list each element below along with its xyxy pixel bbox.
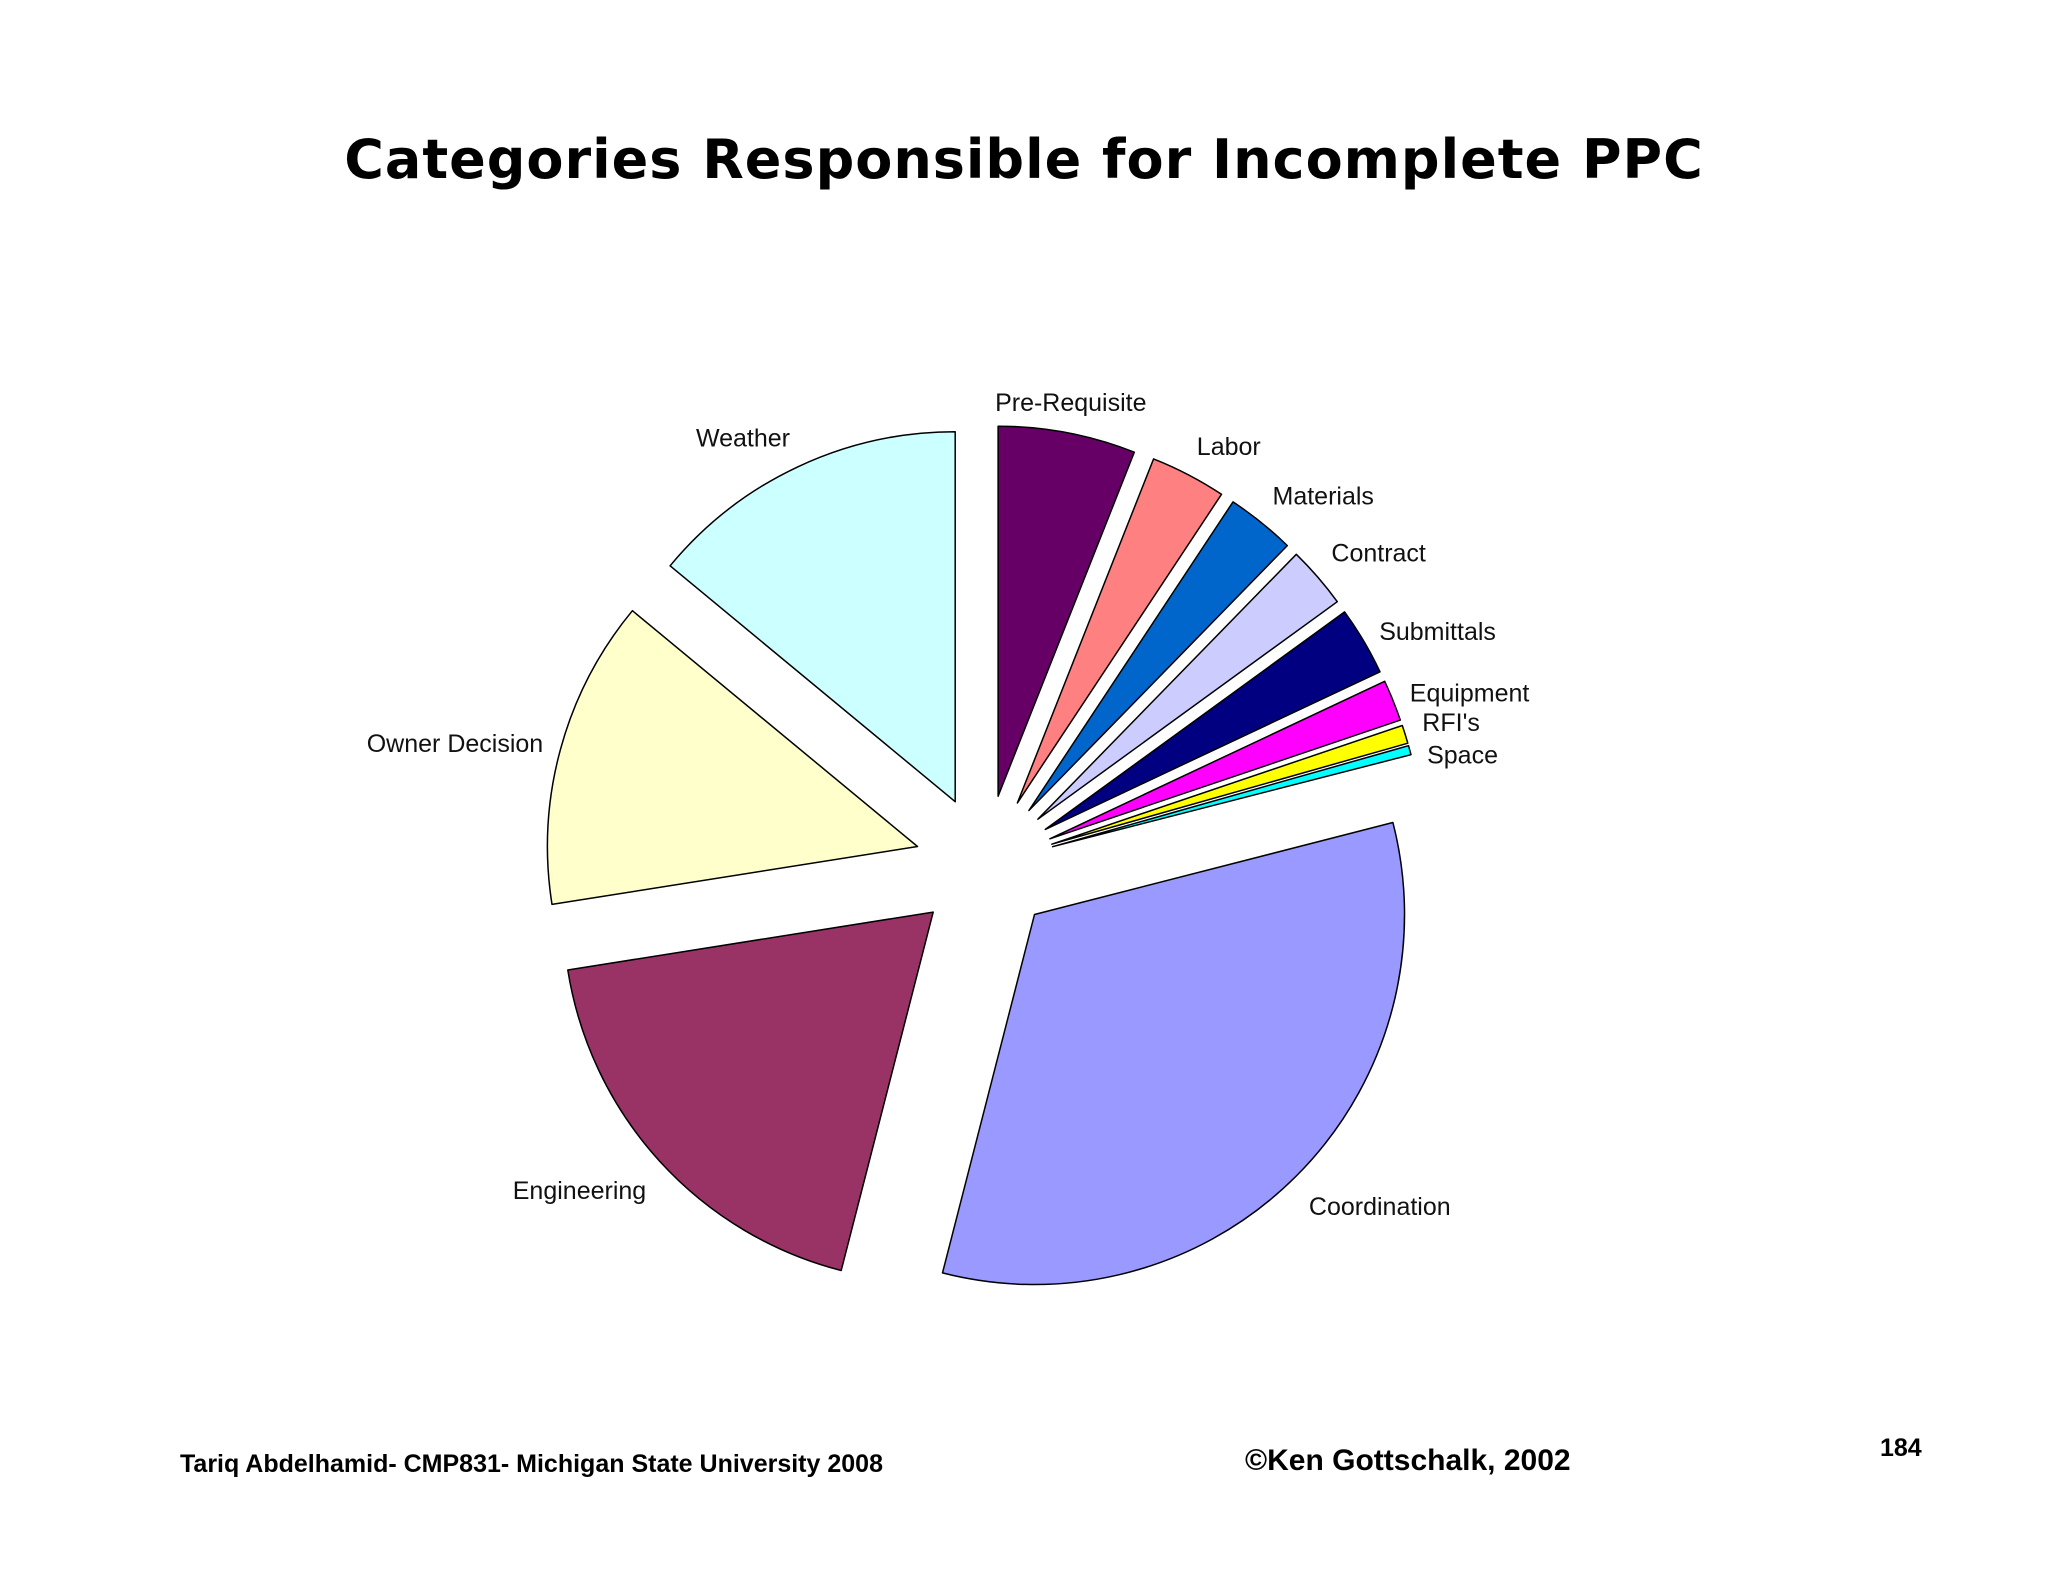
pie-label-coordination: Coordination — [1309, 1193, 1451, 1221]
pie-label-submittals: Submittals — [1379, 618, 1496, 646]
pie-label-space: Space — [1427, 742, 1498, 770]
pie-slice-equipment — [1049, 680, 1402, 840]
pie-label-owner-decision: Owner Decision — [367, 730, 543, 758]
pie-slice-pre-requisite — [997, 425, 1136, 797]
pie-slice-coordination — [941, 821, 1406, 1286]
pie-label-labor: Labor — [1197, 433, 1261, 461]
pie-slice-submittals — [1044, 611, 1381, 831]
pie-slices — [546, 425, 1412, 1286]
pie-labels: Pre-Requisite Labor Materials Contract Submi… — [367, 389, 1530, 1221]
pie-slice-space — [1051, 744, 1412, 848]
pie-slice-materials — [1028, 501, 1289, 812]
pie-label-contract: Contract — [1331, 539, 1426, 567]
pie-label-materials: Materials — [1273, 483, 1374, 511]
footer-author: Tariq Abdelhamid- CMP831- Michigan State… — [180, 1450, 883, 1478]
pie-label-equipment: Equipment — [1410, 680, 1530, 708]
footer-copyright: ©Ken Gottschalk, 2002 — [1245, 1444, 1571, 1477]
page-number: 184 — [1880, 1434, 1922, 1462]
pie-label-engineering: Engineering — [513, 1177, 646, 1205]
pie-label-weather: Weather — [696, 425, 790, 453]
pie-slice-engineering — [567, 911, 934, 1272]
pie-slice-contract — [1037, 553, 1339, 820]
pie-label-rfi-s: RFI's — [1422, 709, 1480, 737]
chart-title: Categories Responsible for Incomplete PP… — [344, 128, 1704, 191]
pie-slice-labor — [1016, 458, 1223, 804]
pie-slice-rfi-s — [1051, 724, 1409, 845]
pie-label-pre-requisite: Pre-Requisite — [995, 389, 1146, 417]
pie-slice-owner-decision — [546, 609, 919, 906]
pie-slice-weather — [669, 430, 956, 803]
